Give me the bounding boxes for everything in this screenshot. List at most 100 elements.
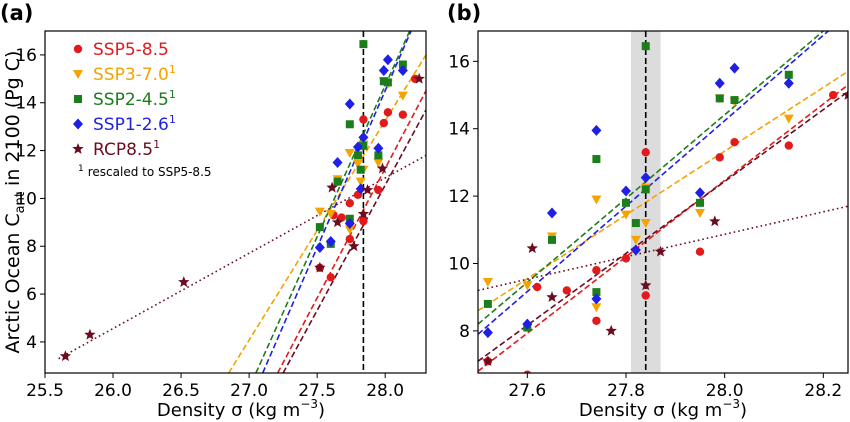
point-ssp585 — [730, 137, 739, 147]
x-tick-label: 27.8 — [607, 381, 645, 401]
point-ssp370 — [695, 208, 705, 218]
fit-line-ssp585-dashed — [478, 84, 848, 372]
panel-b-points — [482, 42, 848, 373]
point-ssp585 — [592, 266, 601, 275]
point-rcp85 — [546, 291, 558, 303]
point-rcp85 — [59, 350, 72, 362]
y-axis-label-unit: in 2100 (Pg C) — [2, 51, 24, 192]
point-ssp126 — [729, 62, 740, 74]
point-rcp85 — [605, 324, 617, 336]
panel-a-frame — [44, 30, 427, 374]
point-ssp585 — [641, 148, 650, 157]
point-ssp585 — [533, 282, 542, 292]
point-ssp370 — [352, 159, 363, 169]
fit-line-ssp370-dashed — [228, 54, 426, 373]
point-ssp126 — [714, 77, 725, 89]
x-tick-label: 26.5 — [162, 381, 200, 401]
point-ssp585 — [345, 198, 354, 208]
point-ssp370 — [522, 281, 533, 291]
point-ssp585 — [523, 370, 532, 373]
x-tick-label: 27.6 — [508, 381, 546, 401]
panel-b: 27.6 27.8 28.0 28.2 8 10 12 14 16 — [448, 30, 849, 401]
y-tick-label: 10 — [448, 254, 470, 274]
point-ssp245 — [345, 120, 354, 129]
point-ssp126 — [352, 141, 363, 153]
x-axis-label-b-main: Density σ (kg m — [579, 400, 722, 421]
point-ssp370 — [640, 219, 651, 229]
y-tick-label: 14 — [15, 94, 37, 114]
y-axis-label: Arctic Ocean Cant in 2100 (Pg C) — [2, 51, 28, 354]
point-rcp85 — [348, 240, 360, 252]
point-ssp585 — [345, 234, 354, 244]
x-tick-label: 27.0 — [230, 381, 268, 401]
point-ssp126 — [397, 64, 408, 76]
point-ssp126 — [358, 131, 369, 143]
point-rcp85 — [178, 276, 190, 287]
point-ssp585 — [829, 90, 838, 100]
point-ssp585 — [398, 110, 408, 119]
point-rcp85 — [84, 328, 96, 340]
point-ssp245 — [353, 151, 362, 160]
point-ssp126 — [630, 244, 641, 256]
legend-label-ssp370: SSP3-7.01 — [93, 63, 176, 85]
point-ssp245 — [696, 198, 704, 207]
point-ssp585 — [695, 247, 705, 256]
point-ssp126 — [325, 235, 336, 247]
legend: SSP5-8.5 SSP3-7.01 SSP2-4.51 SSP1-2.61 R… — [72, 40, 212, 179]
legend-markers — [72, 44, 84, 154]
point-ssp585 — [379, 118, 389, 128]
legend-marker-ssp370 — [73, 70, 83, 79]
legend-label-ssp370-text: SSP3-7.0 — [93, 65, 169, 85]
point-rcp85 — [357, 207, 370, 219]
point-ssp126 — [783, 77, 794, 89]
point-ssp370 — [314, 207, 325, 217]
x-axis-label-a: Density σ (kg m−3) — [157, 397, 325, 421]
point-ssp126 — [378, 64, 389, 76]
point-ssp370 — [373, 158, 384, 168]
x-axis-label-a-end: ) — [318, 400, 325, 421]
y-axis-label-subscript: ant — [13, 192, 28, 213]
point-rcp85 — [482, 355, 494, 367]
fit-line-ssp370-dashed — [478, 70, 848, 312]
y-tick-label: 6 — [26, 285, 37, 305]
panel-b-plot-area — [478, 31, 848, 373]
fit-line-rcp85-dashed — [282, 109, 426, 373]
fit-line-rcp85-dashed — [478, 91, 848, 362]
point-ssp126 — [382, 54, 393, 66]
fit-line-rcp85-dotted — [58, 154, 426, 360]
point-ssp126 — [591, 293, 602, 305]
point-ssp585 — [374, 185, 383, 195]
y-tick-label: 12 — [448, 187, 470, 207]
point-ssp126 — [640, 172, 651, 184]
fit-line-ssp585-dashed — [276, 90, 426, 373]
point-ssp245 — [641, 42, 650, 51]
point-ssp245 — [383, 78, 392, 87]
x-axis-label-b-end: ) — [740, 400, 747, 421]
x-tick-label: 28.0 — [366, 381, 404, 401]
point-ssp245 — [631, 219, 640, 228]
y-tick-label: 8 — [26, 237, 37, 257]
point-ssp585 — [359, 115, 368, 124]
panel-a-plot-area — [58, 31, 426, 373]
point-ssp370 — [630, 235, 641, 245]
point-ssp585 — [592, 316, 601, 325]
point-ssp245 — [374, 151, 383, 160]
panel-a-x-ticks: 25.5 26.0 26.5 27.0 27.5 28.0 — [26, 373, 404, 401]
point-ssp370 — [783, 114, 794, 124]
panel-label-a: (a) — [0, 1, 33, 25]
point-ssp370 — [397, 91, 408, 101]
point-ssp126 — [344, 98, 355, 110]
point-rcp85 — [314, 261, 326, 273]
x-tick-label: 27.5 — [298, 381, 336, 401]
point-ssp370 — [482, 278, 493, 288]
legend-label-rcp85-sup: 1 — [153, 138, 160, 151]
point-ssp245 — [784, 70, 793, 79]
point-ssp585 — [621, 254, 631, 263]
point-rcp85 — [361, 184, 374, 195]
point-ssp245 — [730, 96, 739, 105]
y-tick-label: 4 — [26, 333, 37, 353]
point-ssp585 — [326, 273, 335, 282]
point-ssp126 — [332, 157, 343, 169]
point-rcp85 — [654, 245, 667, 257]
